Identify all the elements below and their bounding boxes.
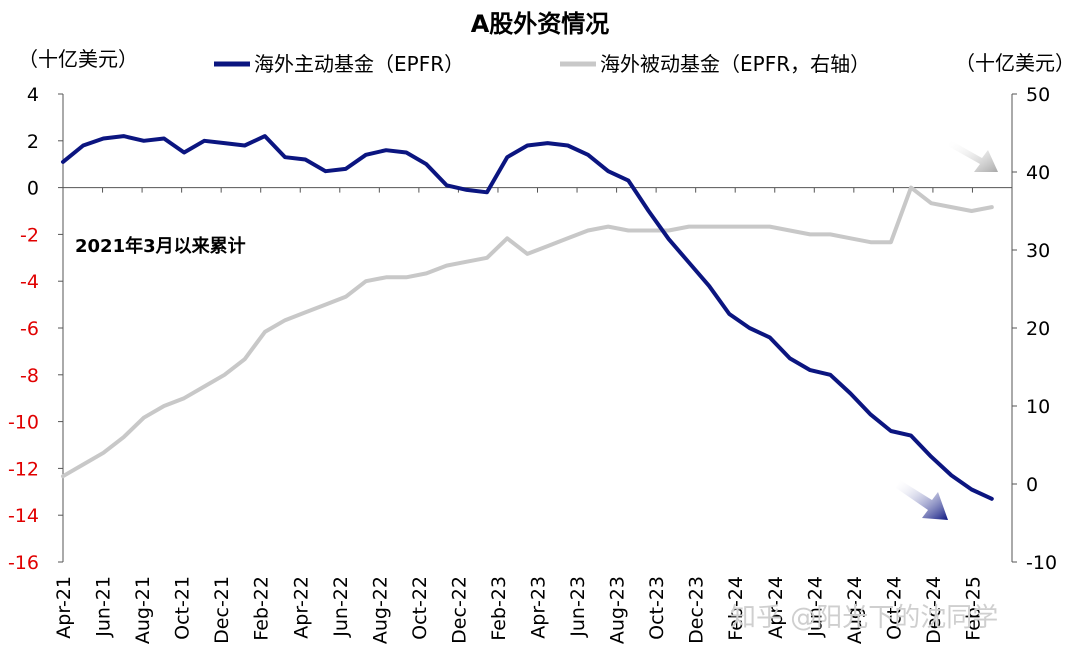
- series-line-passive-funds: [61, 185, 994, 479]
- left-tick-label: -14: [8, 505, 39, 527]
- series-line-active-funds: [61, 134, 994, 501]
- x-tick-label: Oct-22: [409, 576, 431, 640]
- left-tick-label: 2: [27, 131, 39, 153]
- right-tick-label: 20: [1026, 318, 1050, 340]
- left-tick-label: -8: [20, 365, 39, 387]
- x-tick-label: Apr-24: [765, 576, 787, 639]
- left-tick-label: -4: [20, 271, 39, 293]
- chart-annotation: 2021年3月以来累计: [75, 235, 246, 257]
- right-tick-label: 10: [1026, 396, 1050, 418]
- x-tick-label: Jun-24: [804, 576, 826, 638]
- passive-trend-arrow: [948, 140, 998, 172]
- right-tick-label: -10: [1026, 552, 1057, 574]
- x-tick-label: Apr-23: [528, 576, 550, 639]
- x-tick-label: Aug-23: [607, 576, 629, 644]
- x-tick-label: Oct-23: [646, 576, 668, 640]
- left-tick-label: -12: [8, 458, 39, 480]
- x-tick-label: Apr-22: [290, 576, 312, 639]
- x-tick-label: Dec-23: [686, 576, 708, 644]
- x-tick-label: Dec-24: [923, 576, 945, 644]
- right-tick-label: 30: [1026, 240, 1050, 262]
- x-tick-label: Apr-21: [53, 576, 75, 639]
- legend: 海外主动基金（EPFR） 海外被动基金（EPFR，右轴）: [214, 52, 870, 76]
- left-tick-label: -6: [20, 318, 39, 340]
- x-tick-label: Jun-23: [567, 576, 589, 638]
- left-tick-label: -2: [20, 224, 39, 246]
- right-tick-label: 50: [1026, 84, 1050, 106]
- left-tick-label: 0: [27, 178, 39, 200]
- right-tick-label: 0: [1026, 474, 1038, 496]
- legend-label-active: 海外主动基金（EPFR）: [254, 52, 464, 76]
- axes: 420-2-4-6-8-10-12-14-1650403020100-10Apr…: [8, 84, 1057, 644]
- left-axis-unit: （十亿美元）: [18, 47, 138, 71]
- x-tick-label: Dec-21: [211, 576, 233, 644]
- x-tick-label: Jun-22: [330, 576, 352, 638]
- x-tick-label: Oct-21: [172, 576, 194, 640]
- x-tick-label: Feb-25: [962, 576, 984, 641]
- x-tick-label: Aug-22: [369, 576, 391, 644]
- right-tick-label: 40: [1026, 162, 1050, 184]
- legend-label-passive: 海外被动基金（EPFR，右轴）: [600, 52, 870, 76]
- right-axis-unit: （十亿美元）: [955, 51, 1075, 75]
- left-tick-label: -16: [8, 552, 39, 574]
- chart-title: A股外资情况: [471, 10, 610, 38]
- active-trend-arrow: [896, 480, 948, 520]
- x-tick-label: Feb-22: [251, 576, 273, 641]
- left-tick-label: -10: [8, 412, 39, 434]
- x-tick-label: Feb-24: [725, 576, 747, 641]
- x-tick-label: Jun-21: [93, 576, 115, 638]
- series-lines: [61, 134, 994, 501]
- watermark-text: 知乎 @阳光下的沈同学: [730, 603, 998, 633]
- x-tick-label: Dec-22: [448, 576, 470, 644]
- x-tick-label: Aug-21: [132, 576, 154, 644]
- x-tick-label: Feb-23: [488, 576, 510, 641]
- left-tick-label: 4: [27, 84, 39, 106]
- x-tick-label: Aug-24: [844, 576, 866, 644]
- x-tick-label: Oct-24: [883, 576, 905, 640]
